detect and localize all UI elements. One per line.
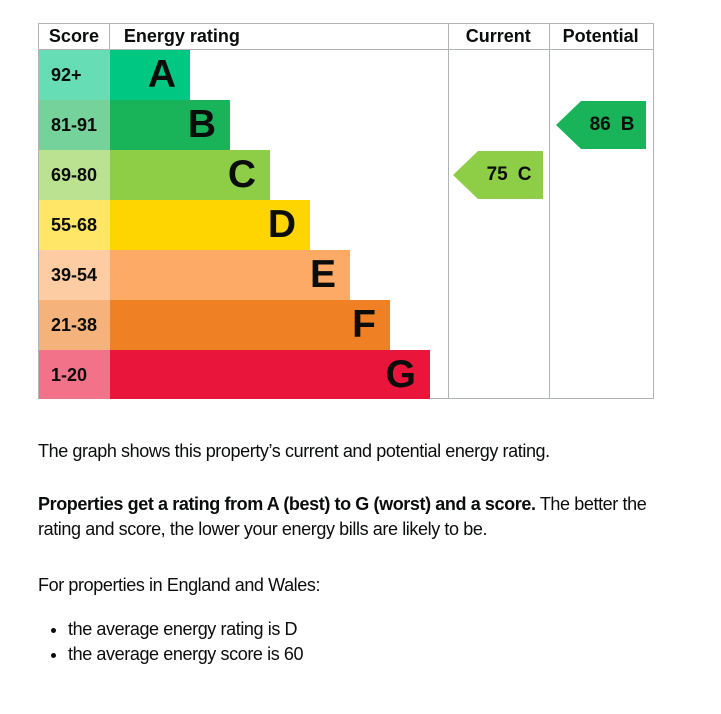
band-bar-letter: F <box>110 300 390 350</box>
rating-explainer-bold: Properties get a rating from A (best) to… <box>38 494 536 514</box>
band-score-range: 21-38 <box>39 300 110 350</box>
band-score-range: 1-20 <box>39 350 110 399</box>
band-bar-letter: C <box>110 150 270 200</box>
header-energy-rating: Energy rating <box>123 26 240 46</box>
averages-list: the average energy rating is D the avera… <box>38 617 686 667</box>
band-bar-cell: B <box>110 100 653 150</box>
band-bar-cell: E <box>110 250 653 300</box>
band-bar-cell: A <box>110 50 653 100</box>
band-score-range: 69-80 <box>39 150 110 200</box>
average-score-item: the average energy score is 60 <box>68 642 686 667</box>
band-bar-letter: A <box>110 50 190 100</box>
current-rating-score: 75 <box>486 164 508 185</box>
potential-rating-score: 86 <box>589 114 611 135</box>
band-row-a: 92+ A <box>39 50 653 100</box>
rating-explainer-paragraph: Properties get a rating from A (best) to… <box>38 492 686 542</box>
epc-band-rows: 92+ A 81-91 B 69-80 C 55-68 D 39-54 E 21-38 F 1-20 G <box>39 50 653 399</box>
band-bar-cell: D <box>110 200 653 250</box>
rating-explainer-rest: The better the rating and score, the low… <box>38 494 647 539</box>
band-row-g: 1-20 G <box>39 350 653 399</box>
band-bar-cell: G <box>110 350 653 399</box>
current-rating-band: C <box>517 164 532 185</box>
header-potential: Potential <box>562 26 639 46</box>
potential-column-divider <box>549 24 550 398</box>
band-row-e: 39-54 E <box>39 250 653 300</box>
epc-rating-chart: Score Energy rating Current Potential 92… <box>38 23 654 399</box>
band-score-range: 92+ <box>39 50 110 100</box>
band-row-b: 81-91 B <box>39 100 653 150</box>
header-score: Score <box>39 24 110 49</box>
band-row-f: 21-38 F <box>39 300 653 350</box>
chart-header-row: Score Energy rating Current Potential <box>39 24 653 50</box>
band-bar-cell: F <box>110 300 653 350</box>
current-column-divider <box>448 24 449 398</box>
band-bar-letter: G <box>110 350 430 399</box>
band-score-range: 39-54 <box>39 250 110 300</box>
band-score-range: 81-91 <box>39 100 110 150</box>
potential-rating-band: B <box>620 114 635 135</box>
band-score-range: 55-68 <box>39 200 110 250</box>
band-bar-letter: B <box>110 100 230 150</box>
average-rating-item: the average energy rating is D <box>68 617 686 642</box>
band-bar-letter: E <box>110 250 350 300</box>
band-bar-cell: C <box>110 150 653 200</box>
epc-page: Score Energy rating Current Potential 92… <box>0 23 721 667</box>
band-row-c: 69-80 C <box>39 150 653 200</box>
header-current: Current <box>465 26 531 46</box>
band-bar-letter: D <box>110 200 310 250</box>
intro-paragraph: The graph shows this property’s current … <box>38 441 550 461</box>
regions-paragraph: For properties in England and Wales: <box>38 575 321 595</box>
band-row-d: 55-68 D <box>39 200 653 250</box>
epc-description: The graph shows this property’s current … <box>38 439 686 667</box>
